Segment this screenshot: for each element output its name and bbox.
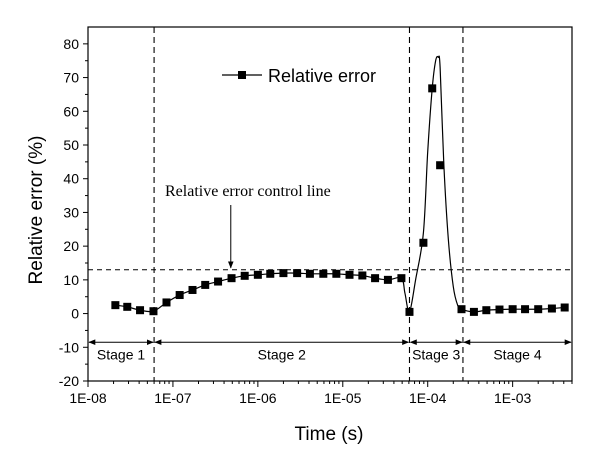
data-point	[419, 238, 428, 247]
x-tick-label: 1E-07	[154, 390, 192, 406]
data-point	[436, 161, 445, 170]
data-point	[201, 280, 210, 289]
x-tick-label: 1E-04	[409, 390, 447, 406]
y-tick-label: -20	[59, 373, 79, 389]
x-tick-label: 1E-03	[494, 390, 532, 406]
data-point	[521, 305, 530, 314]
data-point	[371, 274, 380, 283]
data-point	[482, 306, 491, 315]
data-point	[508, 305, 517, 314]
stage-label: Stage 4	[493, 347, 541, 363]
data-point	[358, 271, 367, 280]
data-point	[560, 303, 569, 312]
y-tick-label: 70	[63, 70, 79, 86]
x-tick-label: 1E-08	[69, 390, 107, 406]
axis-ticks: -20 -10 0 10 20 30 40 50 60 70 80 1E-08 1E-07 1E-06 1E…	[59, 36, 573, 406]
data-point	[405, 307, 414, 316]
data-point	[293, 269, 302, 278]
data-point	[547, 304, 556, 313]
legend: Relative error	[222, 66, 376, 86]
data-point	[227, 274, 236, 283]
data-point	[383, 275, 392, 284]
data-point	[253, 270, 262, 279]
stage-label: Stage 1	[97, 347, 145, 363]
data-point	[332, 269, 341, 278]
data-point	[279, 269, 288, 278]
y-tick-label: -10	[59, 339, 79, 355]
y-tick-label: 10	[63, 272, 79, 288]
data-point	[111, 301, 120, 310]
y-tick-label: 0	[71, 306, 79, 322]
legend-label: Relative error	[268, 66, 376, 86]
annotation-text: Relative error control line	[165, 183, 331, 200]
y-tick-label: 20	[63, 238, 79, 254]
data-point	[136, 306, 145, 315]
x-tick-label: 1E-06	[239, 390, 277, 406]
x-axis-label: Time (s)	[295, 424, 364, 445]
data-point	[305, 269, 314, 278]
stage-label: Stage 2	[258, 347, 306, 363]
data-point	[214, 277, 223, 286]
y-tick-label: 40	[63, 171, 79, 187]
data-point	[240, 271, 249, 280]
y-axis-label: Relative error (%)	[26, 136, 47, 285]
data-point	[123, 302, 132, 311]
stage-label: Stage 3	[412, 347, 460, 363]
x-tick-label: 1E-05	[324, 390, 362, 406]
data-point	[457, 305, 466, 314]
series-layer	[111, 55, 569, 316]
data-point	[266, 269, 275, 278]
data-point	[319, 269, 328, 278]
control-line-annotation: Relative error control line	[165, 183, 331, 269]
data-point	[534, 305, 543, 314]
stage-annotations: Stage 1 Stage 2 Stage 3 Stage 4	[88, 339, 572, 363]
data-point	[428, 84, 437, 93]
y-tick-label: 50	[63, 137, 79, 153]
reference-lines	[88, 27, 572, 381]
data-point	[149, 307, 158, 316]
data-point	[469, 307, 478, 316]
data-point	[175, 291, 184, 300]
data-point	[495, 305, 504, 314]
y-tick-label: 80	[63, 36, 79, 52]
legend-marker	[238, 71, 246, 79]
data-point	[397, 274, 406, 283]
data-point	[162, 298, 171, 307]
data-point	[345, 270, 354, 279]
y-tick-label: 60	[63, 103, 79, 119]
data-point	[188, 285, 197, 294]
y-tick-label: 30	[63, 204, 79, 220]
